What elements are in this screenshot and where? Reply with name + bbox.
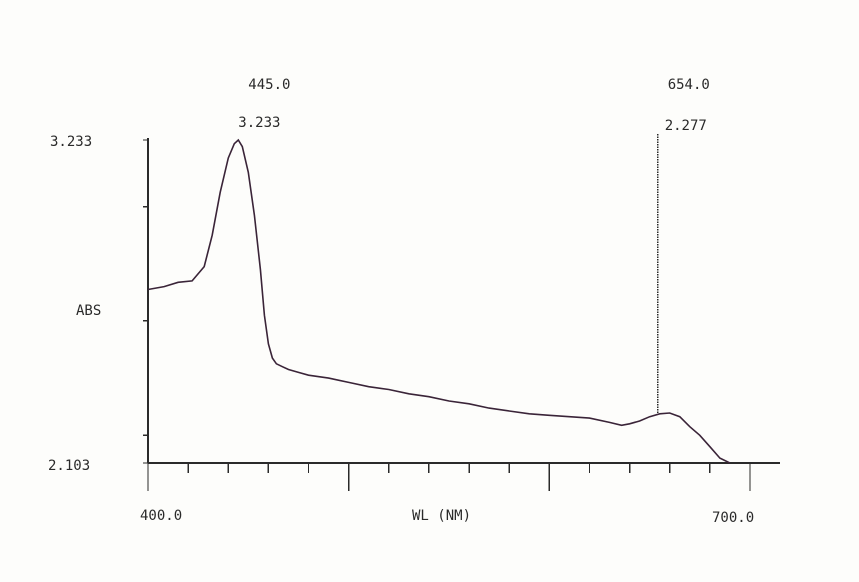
x-axis-label: WL (NM) xyxy=(412,508,471,524)
x-min-tick-label: 400.0 xyxy=(140,508,182,524)
cursor-absorbance-label: 2.277 xyxy=(665,118,707,134)
peak-1-wavelength-label: 445.0 xyxy=(248,77,290,93)
y-max-tick-label: 3.233 xyxy=(50,134,92,150)
peak-annotations: 445.0 3.233 654.0 2.277 xyxy=(238,77,710,414)
plot-axes xyxy=(147,138,780,464)
cursor-wavelength-label: 654.0 xyxy=(668,77,710,93)
peak-1-absorbance-label: 3.233 xyxy=(238,115,280,131)
y-ticks xyxy=(143,139,148,464)
absorbance-series-line xyxy=(147,138,731,464)
x-max-tick-label: 700.0 xyxy=(712,510,754,526)
y-axis-label: ABS xyxy=(76,303,101,319)
y-min-tick-label: 2.103 xyxy=(48,458,90,474)
x-ticks xyxy=(147,463,751,491)
